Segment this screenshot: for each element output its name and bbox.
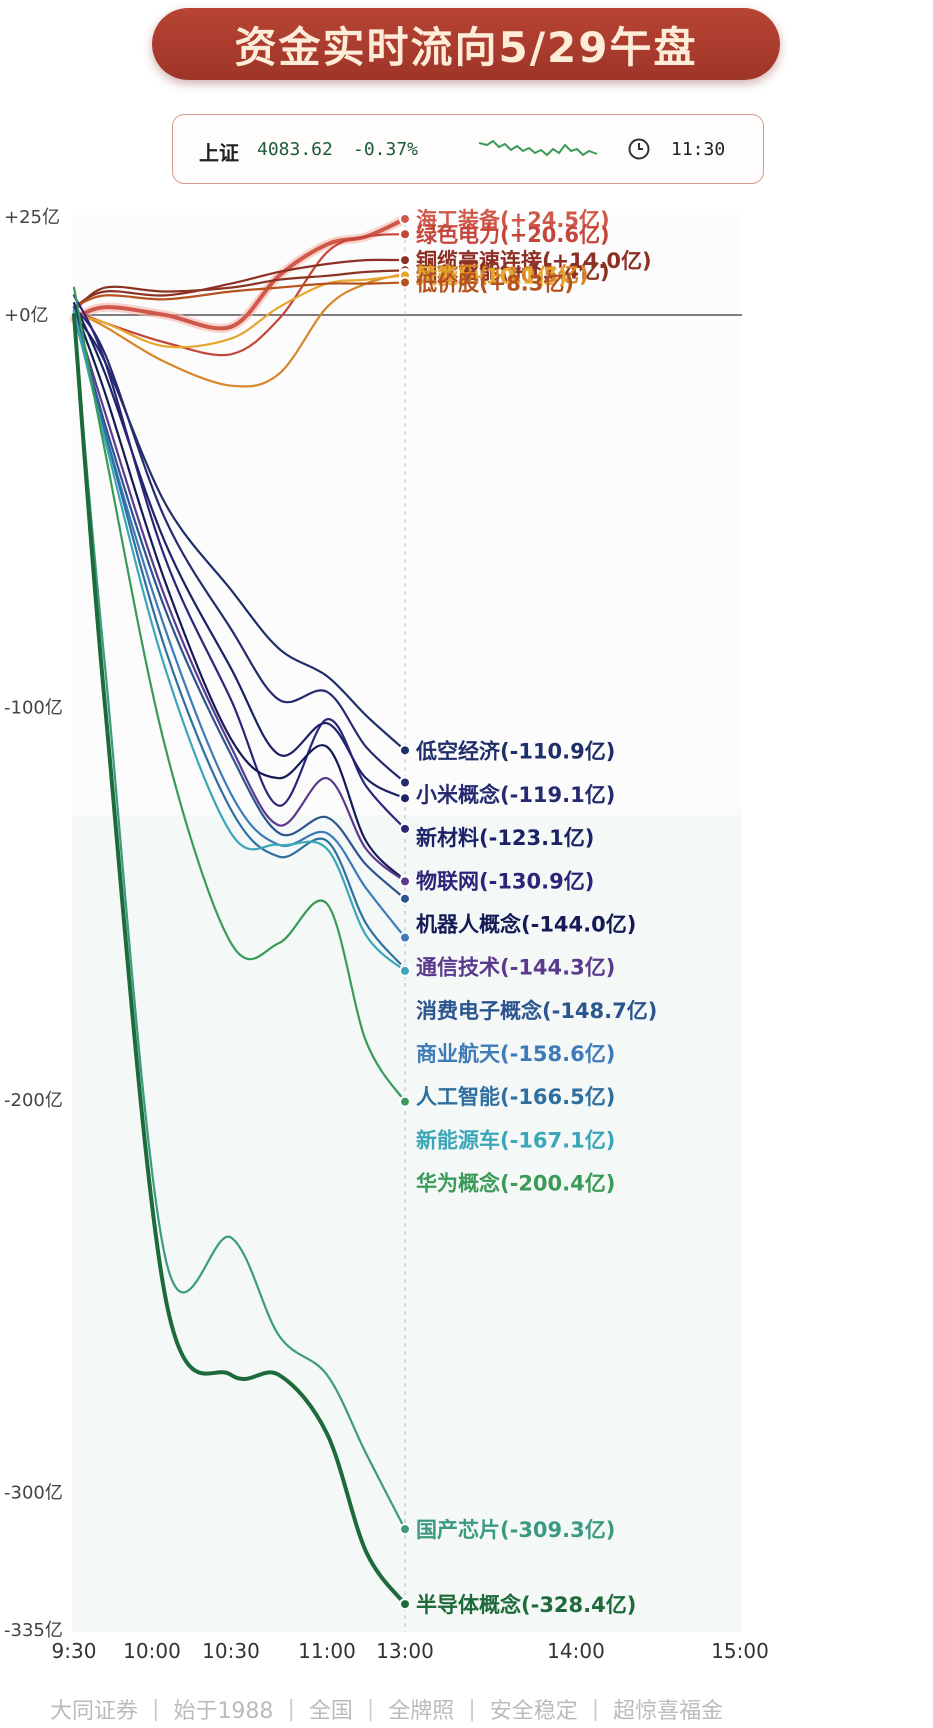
series-label: 物联网(-130.9亿) [416,869,594,893]
series-label: 绿色电力(+20.6亿) [416,223,610,247]
index-name: 上证 [199,141,239,165]
y-tick-label: +25亿 [4,207,60,228]
series-label: 半导体概念(-328.4亿) [416,1593,636,1617]
series-label: 海工装备(+24.5亿) [416,208,610,232]
footer-item: 全牌照 [388,1699,455,1724]
x-tick-label: 10:30 [202,1639,260,1663]
series-label: 新材料(-123.1亿) [416,826,594,850]
series-label: 商业航天(-158.6亿) [416,1042,615,1066]
footer-item: 大同证券 [50,1699,139,1724]
index-value: 4083.62 [257,139,333,160]
footer-separator: | [287,1696,295,1722]
series-label: 风能(+10.1亿) [416,264,568,288]
series-label: 低空经济(-110.9亿) [415,740,615,764]
series-label: 机器人概念(-144.0亿) [416,912,636,936]
series-label: 低价股(+8.3亿) [415,271,574,295]
series-line [72,274,407,349]
x-tick-label: 10:00 [123,1639,181,1663]
footer-separator: | [152,1696,160,1722]
series-line [72,306,407,900]
series-end-point [399,228,411,241]
series-label: 小米概念(-119.1亿) [416,783,615,807]
series-label: 铜缆高速连接(+14.0亿) [416,249,652,273]
series-line [72,313,407,970]
series-line [72,313,407,752]
footer-item: 全国 [308,1699,353,1724]
series-line [72,313,407,1607]
series-label: 抽水蓄能(+11.4亿) [416,259,610,283]
series-line [72,306,407,882]
title-banner: 资金实时流向5/29午盘 [152,8,780,80]
footer-separator: | [468,1696,476,1722]
clock-icon [628,138,650,160]
index-time: 11:30 [671,139,726,160]
series-label: 特高压(+10.5亿) [416,263,589,287]
series-label: 国产芯片(-309.3亿) [416,1518,615,1542]
series-end-point [399,931,411,944]
series-label: 华为概念(-200.4亿) [416,1172,615,1196]
series-end-point [399,744,411,757]
y-tick-label: -100亿 [4,698,63,719]
series-line [72,272,407,388]
series-end-point [399,964,411,977]
series-line [72,310,407,883]
footer-banner: 大同证券 | 始于1988 | 全国 | 全牌照 | 安全稳定 | 超惊喜福金 [0,1690,933,1728]
series-line [72,321,407,1531]
series-line [72,258,407,309]
index-sparkline-icon [479,139,598,157]
x-tick-label: 13:00 [376,1639,434,1663]
series-end-point [399,892,411,905]
series-end-point [399,822,411,835]
footer-item: 超惊喜福金 [613,1699,724,1724]
x-tick-label: 9:30 [52,1639,97,1663]
x-tick-label: 15:00 [711,1639,769,1663]
y-tick-label: -300亿 [4,1483,63,1504]
series-end-point [399,875,411,888]
series-line [72,269,407,313]
y-tick-label: -335亿 [4,1620,63,1641]
series-line [72,281,407,309]
footer-separator: | [366,1696,375,1722]
series-end-point [399,1598,411,1611]
series-line [72,286,407,1103]
series-label: 人工智能(-166.5亿) [416,1085,615,1109]
footer-item: 始于1988 [173,1699,274,1724]
y-tick-label: -200亿 [4,1090,63,1111]
footer-separator: | [591,1696,600,1722]
x-tick-label: 14:00 [547,1639,605,1663]
series-end-point [399,792,411,805]
series-line [72,306,407,784]
index-quote-box: 上证 4083.62 -0.37% 11:30 [172,114,764,184]
page-title: 资金实时流向5/29午盘 [234,22,698,72]
index-change: -0.37% [353,139,419,160]
series-end-point [399,776,411,789]
x-tick-label: 11:00 [298,1639,356,1663]
footer-item: 安全稳定 [489,1699,578,1724]
series-end-point [399,254,411,267]
series-end-point [399,1095,411,1108]
series-end-point [399,276,411,289]
series-label: 消费电子概念(-148.7亿) [416,999,657,1023]
series-line [72,294,407,830]
series-line [72,310,407,972]
series-label: 新能源车(-167.1亿) [416,1128,615,1152]
y-tick-label: +0亿 [4,305,49,326]
series-end-point [399,212,411,225]
series-end-point [399,1523,411,1536]
series-label: 通信技术(-144.3亿) [416,956,615,980]
